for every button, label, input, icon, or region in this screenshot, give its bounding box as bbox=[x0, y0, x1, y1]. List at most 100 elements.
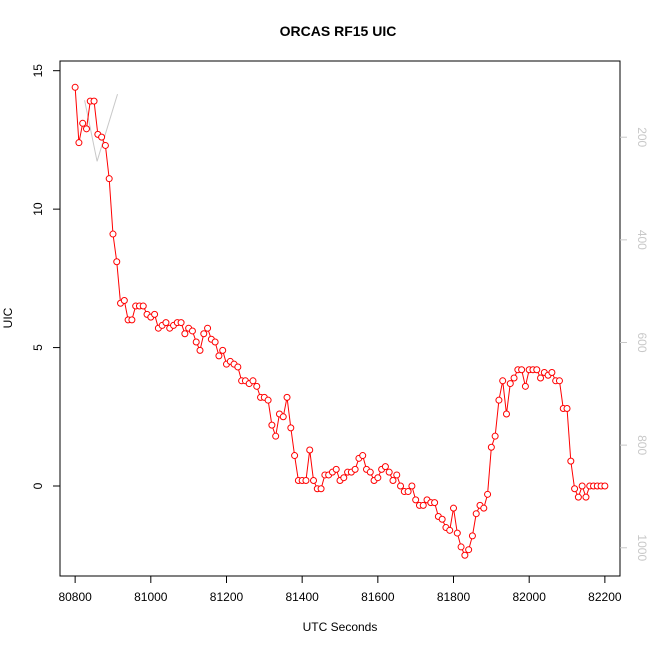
data-point bbox=[506, 380, 514, 388]
data-point bbox=[196, 346, 204, 354]
series-2 bbox=[84, 93, 118, 162]
data-point bbox=[397, 482, 405, 490]
data-point bbox=[381, 463, 389, 471]
right-tick-label: 200 bbox=[635, 127, 649, 147]
data-point bbox=[249, 377, 257, 385]
x-axis: 80800 81000 81200 81400 81600 81800 82000 82200 bbox=[58, 576, 622, 604]
data-point bbox=[491, 432, 499, 440]
x-tick-label: 82200 bbox=[588, 590, 622, 604]
data-point bbox=[574, 493, 582, 501]
data-point bbox=[521, 382, 529, 390]
data-point bbox=[465, 546, 473, 554]
right-tick-label: 400 bbox=[635, 230, 649, 250]
y-tick-label: 15 bbox=[31, 64, 45, 78]
data-point bbox=[120, 297, 128, 305]
y-axis: 0 5 10 15 bbox=[31, 64, 60, 489]
data-point bbox=[499, 377, 507, 385]
data-point bbox=[457, 543, 465, 551]
data-point bbox=[389, 476, 397, 484]
data-point bbox=[601, 482, 609, 490]
x-tick-label: 81000 bbox=[134, 590, 168, 604]
data-point bbox=[128, 316, 136, 324]
data-point bbox=[253, 382, 261, 390]
data-point bbox=[291, 452, 299, 460]
x-axis-label: UTC Seconds bbox=[303, 620, 378, 634]
data-point bbox=[571, 485, 579, 493]
data-point bbox=[578, 482, 586, 490]
data-point bbox=[177, 319, 185, 327]
data-point bbox=[340, 474, 348, 482]
data-point bbox=[419, 501, 427, 509]
data-point bbox=[480, 504, 488, 512]
data-point bbox=[71, 83, 79, 91]
data-point bbox=[181, 330, 189, 338]
right-axis: 200 400 600 800 1000 bbox=[620, 127, 649, 561]
series-2-line bbox=[84, 93, 118, 162]
data-point bbox=[306, 446, 314, 454]
chart-title: ORCAS RF15 UIC bbox=[280, 23, 397, 39]
data-point bbox=[204, 324, 212, 332]
data-point bbox=[502, 410, 510, 418]
y-tick-label: 5 bbox=[31, 344, 45, 351]
data-point bbox=[75, 139, 83, 147]
data-point bbox=[283, 393, 291, 401]
data-point bbox=[302, 476, 310, 484]
data-point bbox=[82, 125, 90, 133]
data-point bbox=[472, 510, 480, 518]
data-point bbox=[351, 465, 359, 473]
data-point bbox=[453, 529, 461, 537]
x-tick-label: 81800 bbox=[437, 590, 471, 604]
data-point bbox=[518, 366, 526, 374]
data-point bbox=[359, 452, 367, 460]
data-point bbox=[461, 551, 469, 559]
data-point bbox=[332, 465, 340, 473]
data-point bbox=[279, 413, 287, 421]
data-point bbox=[264, 396, 272, 404]
data-point bbox=[215, 352, 223, 360]
data-point bbox=[101, 141, 109, 149]
data-point bbox=[162, 319, 170, 327]
right-tick-label: 600 bbox=[635, 332, 649, 352]
data-point bbox=[105, 175, 113, 183]
data-point bbox=[268, 421, 276, 429]
data-point bbox=[510, 374, 518, 382]
data-point bbox=[90, 97, 98, 105]
data-point bbox=[431, 499, 439, 507]
data-point bbox=[374, 474, 382, 482]
data-point bbox=[484, 490, 492, 498]
y-tick-label: 10 bbox=[31, 202, 45, 216]
plot-frame bbox=[59, 60, 621, 577]
x-tick-label: 81400 bbox=[285, 590, 319, 604]
data-point bbox=[537, 374, 545, 382]
data-point bbox=[98, 133, 106, 141]
data-point bbox=[393, 471, 401, 479]
data-point bbox=[200, 330, 208, 338]
x-tick-label: 81200 bbox=[210, 590, 244, 604]
data-point bbox=[468, 532, 476, 540]
data-point bbox=[533, 366, 541, 374]
x-tick-label: 82000 bbox=[513, 590, 547, 604]
data-point bbox=[151, 310, 159, 318]
y-axis-label: UIC bbox=[1, 307, 15, 328]
data-point bbox=[113, 258, 121, 266]
y-tick-label: 0 bbox=[31, 482, 45, 489]
right-tick-label: 1000 bbox=[635, 534, 649, 561]
data-point bbox=[555, 377, 563, 385]
data-point bbox=[192, 338, 200, 346]
data-point bbox=[582, 493, 590, 501]
data-point bbox=[109, 230, 117, 238]
data-point bbox=[495, 396, 503, 404]
data-point bbox=[404, 488, 412, 496]
data-point bbox=[487, 443, 495, 451]
series-1-line bbox=[74, 87, 605, 557]
data-point bbox=[219, 346, 227, 354]
data-point bbox=[139, 302, 147, 310]
data-point bbox=[188, 327, 196, 335]
data-point bbox=[79, 119, 87, 127]
data-point bbox=[310, 476, 318, 484]
data-point bbox=[211, 338, 219, 346]
data-point bbox=[272, 432, 280, 440]
right-tick-label: 800 bbox=[635, 435, 649, 455]
data-point bbox=[408, 482, 416, 490]
